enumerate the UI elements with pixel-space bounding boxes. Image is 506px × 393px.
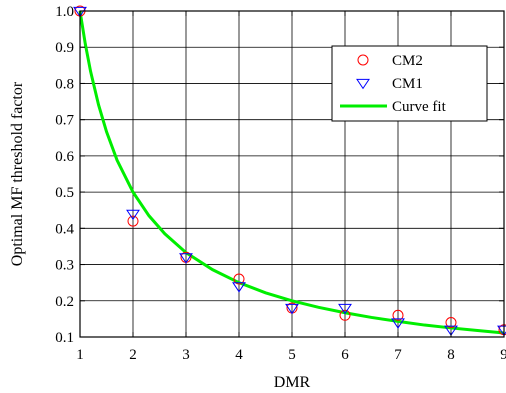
legend-marker-cm1 <box>356 78 370 90</box>
curve-fit-layer <box>78 10 505 335</box>
cm2-point <box>339 309 351 321</box>
x-tick-label: 3 <box>182 347 190 363</box>
x-tick-label: 2 <box>129 347 137 363</box>
legend-entry-curve-fit: Curve fit <box>340 99 447 115</box>
legend-label-cm1: CM1 <box>392 76 423 92</box>
x-tick-label: 5 <box>288 347 296 363</box>
y-tick-labels: 0.1 0.2 0.3 0.4 0.5 0.6 0.7 0.8 0.9 1.0 <box>55 4 74 346</box>
x-axis-title: DMR <box>274 374 311 391</box>
x-tick-labels: 1 2 3 4 5 6 7 8 9 <box>76 347 506 363</box>
legend-label-curve-fit: Curve fit <box>392 99 447 115</box>
legend: CM2 CM1 Curve fit <box>331 45 488 122</box>
cm1-point <box>391 318 405 329</box>
cm2-point <box>233 273 245 285</box>
legend-entries: CM2 CM1 Curve fit <box>340 53 447 115</box>
cm2-point <box>127 215 139 227</box>
y-tick-label: 0.6 <box>55 149 74 165</box>
marker-layer <box>73 5 506 337</box>
y-tick-label: 0.4 <box>55 221 74 237</box>
x-tick-label: 8 <box>447 347 455 363</box>
y-tick-label: 0.7 <box>55 113 74 129</box>
y-tick-label: 0.9 <box>55 40 74 56</box>
tick-marks <box>79 10 505 338</box>
legend-label-cm2: CM2 <box>392 53 423 69</box>
y-tick-label: 0.1 <box>55 330 74 346</box>
cm1-point <box>126 209 140 221</box>
y-tick-label: 0.8 <box>55 76 74 92</box>
y-tick-label: 0.2 <box>55 294 74 310</box>
x-tick-label: 9 <box>500 347 506 363</box>
curve-fit-line <box>78 10 505 335</box>
legend-marker-cm2 <box>357 54 369 66</box>
cm1-point <box>232 282 246 293</box>
cm2-point <box>392 309 404 321</box>
y-axis-title: Optimal MF threshold factor <box>9 81 26 266</box>
x-tick-label: 1 <box>76 347 84 363</box>
y-tick-label: 1.0 <box>55 4 74 20</box>
cm1-point <box>285 303 299 315</box>
cm1-point <box>444 325 458 337</box>
cm1-point <box>338 303 352 315</box>
legend-entry-cm1: CM1 <box>356 76 423 92</box>
cm1-point <box>179 253 193 264</box>
x-tick-label: 6 <box>341 347 349 363</box>
cm1-point <box>73 6 87 18</box>
x-tick-label: 7 <box>394 347 402 363</box>
cm2-point <box>445 317 457 329</box>
legend-entry-cm2: CM2 <box>357 53 423 69</box>
y-tick-label: 0.3 <box>55 258 74 274</box>
y-tick-label: 0.5 <box>55 185 74 201</box>
x-tick-label: 4 <box>235 347 243 363</box>
